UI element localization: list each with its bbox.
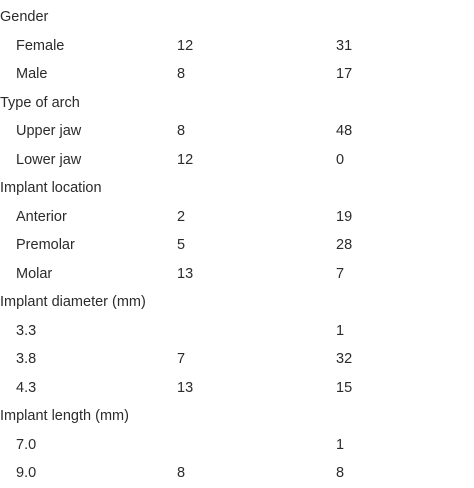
- value-cell-group-2: 31: [336, 37, 353, 54]
- row-label: Female: [16, 37, 65, 54]
- table-row: Upper jaw 8 48: [0, 117, 474, 146]
- section-title: Implant diameter (mm): [0, 294, 146, 310]
- row-label: 4.3: [16, 379, 37, 396]
- table-row: 9.0 8 8: [0, 459, 474, 488]
- value-cell-group-2: 48: [336, 123, 353, 139]
- row-label: 3.8: [16, 351, 37, 367]
- table-row: Male 8 17: [0, 60, 474, 89]
- row-label: Molar: [16, 265, 53, 282]
- row-label: Lower jaw: [16, 151, 82, 168]
- row-label: 9.0: [16, 465, 37, 481]
- table-row: 7.0 1: [0, 431, 474, 460]
- value-cell-group-1: 13: [177, 379, 194, 396]
- value-cell-group-2: 32: [336, 351, 353, 367]
- value-cell-group-2: 8: [336, 465, 345, 481]
- value-cell-group-1: 8: [177, 66, 186, 82]
- table-row: Lower jaw 12 0: [0, 146, 474, 175]
- value-cell-group-1: 12: [177, 37, 194, 54]
- section-header-row: Type of arch: [0, 89, 474, 118]
- value-cell-group-1: 12: [177, 151, 194, 168]
- section-title: Implant length (mm): [0, 408, 129, 424]
- value-cell-group-2: 17: [336, 66, 353, 82]
- value-cell-group-1: 2: [177, 208, 186, 225]
- row-label: Anterior: [16, 208, 67, 225]
- value-cell-group-1: 7: [177, 351, 186, 367]
- row-label: Upper jaw: [16, 123, 82, 139]
- value-cell-group-1: 5: [177, 237, 186, 253]
- row-label: Premolar: [16, 237, 75, 253]
- value-cell-group-2: 1: [336, 436, 345, 453]
- value-cell-group-2: 1: [336, 322, 345, 339]
- table-row: Premolar 5 28: [0, 231, 474, 260]
- value-cell-group-1: 8: [177, 123, 186, 139]
- table-row: 3.3 1: [0, 317, 474, 346]
- section-title: Type of arch: [0, 94, 80, 111]
- value-cell-group-2: 15: [336, 379, 353, 396]
- value-cell-group-2: 28: [336, 237, 353, 253]
- section-title: Implant location: [0, 180, 102, 196]
- section-title: Gender: [0, 9, 49, 25]
- row-label: 3.3: [16, 322, 37, 339]
- value-cell-group-1: 13: [177, 265, 194, 282]
- row-label: 7.0: [16, 436, 37, 453]
- value-cell-group-2: 7: [336, 265, 345, 282]
- section-header-row: Gender: [0, 3, 474, 32]
- section-header-row: Implant location: [0, 174, 474, 203]
- row-label: Male: [16, 66, 48, 82]
- table-row: Female 12 31: [0, 32, 474, 61]
- table-row: Anterior 2 19: [0, 203, 474, 232]
- table-row: Molar 13 7: [0, 260, 474, 289]
- value-cell-group-2: 19: [336, 208, 353, 225]
- table-row: 3.8 7 32: [0, 345, 474, 374]
- value-cell-group-2: 0: [336, 151, 345, 168]
- section-header-row: Implant length (mm): [0, 402, 474, 431]
- section-header-row: Implant diameter (mm): [0, 288, 474, 317]
- table-row: 4.3 13 15: [0, 374, 474, 403]
- value-cell-group-1: 8: [177, 465, 186, 481]
